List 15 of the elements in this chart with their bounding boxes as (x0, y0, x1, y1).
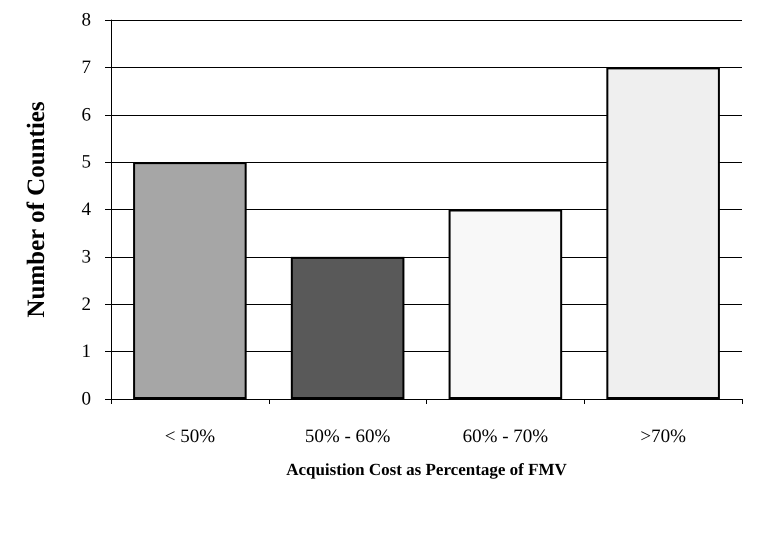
y-tick-label: 7 (82, 56, 91, 78)
y-tick-label: 1 (82, 341, 91, 362)
y-tick-label: 0 (82, 388, 91, 410)
y-tick-label: 5 (82, 152, 91, 173)
y-tick-label: 4 (82, 199, 92, 220)
x-tick-label: 60% - 70% (462, 426, 548, 447)
x-tick-label: < 50% (164, 426, 216, 447)
x-tick-label: >70% (640, 426, 686, 447)
y-axis-title: Number of Counties (23, 101, 50, 318)
x-axis-title: Acquistion Cost as Percentage of FMV (286, 460, 568, 479)
y-tick-label: 8 (82, 10, 91, 30)
x-tick-label: 50% - 60% (304, 426, 391, 447)
y-tick-label: 6 (82, 104, 91, 126)
y-tick-label: 2 (82, 294, 91, 315)
y-tick-label: 3 (82, 246, 91, 268)
